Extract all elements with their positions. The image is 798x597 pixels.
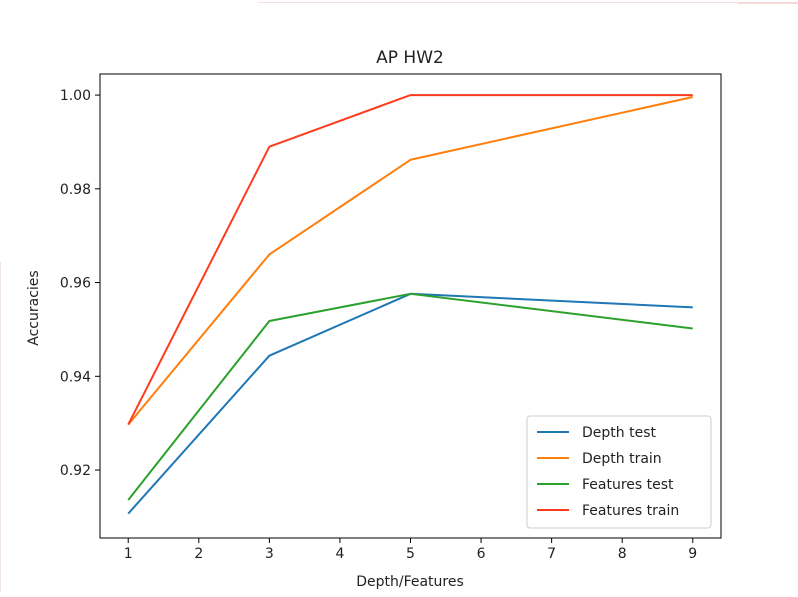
x-tick-label: 5	[406, 546, 415, 562]
plot-area: 1 2 3 4 5 6 7 8 9 0.92 0.94 0.96 0.98 1.00	[60, 73, 722, 562]
x-tick-label: 4	[335, 546, 344, 562]
x-tick-label: 8	[618, 546, 627, 562]
series-line-depth-train	[127, 95, 693, 426]
legend-label-features-test: Features test	[582, 477, 674, 493]
x-tick-label: 2	[194, 546, 203, 562]
y-axis-title: Accuracies	[26, 270, 42, 345]
y-tick-label: 0.92	[60, 463, 91, 479]
series-line-features-test	[127, 292, 693, 501]
y-tick-label: 0.96	[60, 276, 91, 292]
y-tick-label: 0.98	[60, 182, 91, 198]
x-tick-label: 6	[477, 546, 486, 562]
series-line-depth-test	[127, 292, 693, 515]
y-tick-label: 1.00	[60, 88, 91, 104]
x-tick-label: 3	[265, 546, 274, 562]
edge-artifact-top-right	[738, 2, 798, 4]
legend-label-depth-train: Depth train	[582, 451, 662, 467]
y-tick-label: 0.94	[60, 369, 91, 385]
legend-label-depth-test: Depth test	[582, 425, 656, 441]
legend-label-features-train: Features train	[582, 503, 679, 519]
chart-title: AP HW2	[376, 48, 444, 68]
x-tick-label: 7	[547, 546, 556, 562]
legend: Depth test Depth train Features test Featur…	[526, 415, 712, 529]
x-axis-title: Depth/Features	[356, 574, 464, 590]
series-line-features-train	[127, 94, 693, 426]
x-tick-label: 9	[688, 546, 697, 562]
edge-artifact-top	[258, 2, 738, 3]
legend-box	[526, 415, 712, 529]
edge-artifact-left	[0, 262, 1, 592]
x-tick-label: 1	[124, 546, 133, 562]
